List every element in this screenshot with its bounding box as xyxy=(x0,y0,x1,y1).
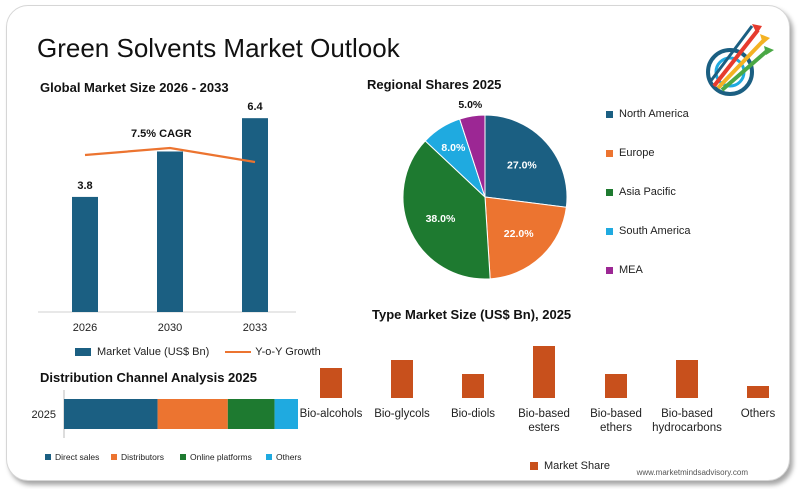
legend-swatch xyxy=(606,188,613,196)
x-tick-label: 2033 xyxy=(243,322,267,334)
pie-value-label: 27.0% xyxy=(507,159,537,171)
legend-swatch xyxy=(111,454,117,460)
pie-value-label: 38.0% xyxy=(426,213,456,225)
legend-label-yoy-growth: Y-o-Y Growth xyxy=(255,346,321,358)
legend-item-online-platforms: Online platforms xyxy=(180,452,252,462)
bar-value-label: 3.8 xyxy=(77,180,92,192)
legend-swatch xyxy=(266,454,272,460)
type-market-chart: Bio-alcohols Bio-glycols Bio-diols Bio-base… xyxy=(300,346,776,434)
bar-others xyxy=(747,386,769,398)
legend-item-others: Others xyxy=(266,452,302,462)
legend-label-market-value: Market Value (US$ Bn) xyxy=(97,346,210,358)
legend-label: MEA xyxy=(619,264,643,276)
legend-swatch xyxy=(606,110,613,118)
legend-label: Online platforms xyxy=(190,452,252,462)
segment-distributors xyxy=(157,399,228,429)
x-tick-label: Bio-based xyxy=(661,408,713,420)
x-tick-label: Bio-alcohols xyxy=(300,408,363,420)
x-tick-label: Bio-diols xyxy=(451,408,495,420)
bar-bio-diols xyxy=(462,374,484,398)
legend-swatch xyxy=(45,454,51,460)
y-tick-label: 2025 xyxy=(32,409,56,421)
legend-item-europe: Europe xyxy=(606,147,654,159)
yoy-growth-line xyxy=(84,146,256,164)
distribution-title: Distribution Channel Analysis 2025 xyxy=(40,370,257,385)
x-tick-label: Others xyxy=(741,408,776,420)
bar-2026 xyxy=(72,196,98,312)
market-size-chart: 3.8 2026 2030 6.4 2033 xyxy=(38,101,296,334)
market-size-legend: Market Value (US$ Bn) Y-o-Y Growth xyxy=(75,346,321,358)
legend-item-mea: MEA xyxy=(606,264,643,276)
bar-bio-based-esters xyxy=(533,346,555,398)
bar-2033 xyxy=(242,118,268,312)
type-market-title: Type Market Size (US$ Bn), 2025 xyxy=(372,307,572,322)
page-title: Green Solvents Market Outlook xyxy=(37,33,400,63)
segment-others xyxy=(274,399,298,429)
pie-slice-europe xyxy=(484,196,567,280)
segment-online-platforms xyxy=(227,399,275,429)
legend-item-asia-pacific: Asia Pacific xyxy=(606,186,676,198)
legend-swatch-market-value xyxy=(75,348,91,356)
legend-label-market-share: Market Share xyxy=(544,460,611,472)
bar-value-label: 6.4 xyxy=(247,101,263,113)
legend-item-south-america: South America xyxy=(606,225,691,237)
legend-item-distributors: Distributors xyxy=(111,452,164,462)
legend-swatch xyxy=(180,454,186,460)
x-tick-label: Bio-glycols xyxy=(374,408,430,420)
legend-item-direct-sales: Direct sales xyxy=(45,452,99,462)
x-tick-label: 2026 xyxy=(73,322,97,334)
distribution-chart: 2025 xyxy=(32,390,298,438)
legend-swatch-yoy-growth xyxy=(225,351,252,353)
x-tick-label: Bio-based xyxy=(518,408,570,420)
pie-value-label: 22.0% xyxy=(504,228,534,240)
legend-label: Distributors xyxy=(121,452,164,462)
pie-slice-north-america xyxy=(484,114,568,208)
legend-item-north-america: North America xyxy=(606,108,689,120)
x-tick-label: esters xyxy=(528,422,560,434)
legend-swatch-market-share xyxy=(530,462,538,470)
legend-label: North America xyxy=(619,108,689,120)
bar-bio-glycols xyxy=(391,360,413,398)
arrows-target-logo-icon xyxy=(706,24,774,96)
pie-slice-asia-pacific xyxy=(402,140,491,280)
segment-direct-sales xyxy=(64,399,158,429)
legend-label: Others xyxy=(276,452,302,462)
type-market-legend: Market Share xyxy=(530,460,610,472)
footer-url: www.marketmindsadvisory.com xyxy=(636,468,748,477)
legend-swatch xyxy=(606,266,613,274)
pie-value-label: 8.0% xyxy=(441,142,466,154)
x-tick-label: 2030 xyxy=(158,322,182,334)
regional-shares-title: Regional Shares 2025 xyxy=(367,77,502,92)
bar-2030 xyxy=(157,151,183,312)
bar-bio-based-ethers xyxy=(605,374,627,398)
bar-bio-based-hydrocarbons xyxy=(676,360,698,398)
legend-label: Europe xyxy=(619,147,655,159)
legend-label: Asia Pacific xyxy=(619,186,676,198)
pie-slice-mea xyxy=(459,114,486,198)
legend-label: Direct sales xyxy=(55,452,100,462)
x-tick-label: ethers xyxy=(600,422,632,434)
x-tick-label: Bio-based xyxy=(590,408,642,420)
x-tick-label: hydrocarbons xyxy=(652,422,722,434)
legend-swatch xyxy=(606,149,613,157)
regional-shares-pie: 27.0% 22.0% 38.0% 8.0% 5.0% xyxy=(402,99,568,280)
cagr-annotation: 7.5% CAGR xyxy=(131,128,192,140)
legend-label: South America xyxy=(619,225,691,237)
pie-value-label: 5.0% xyxy=(458,99,483,111)
legend-swatch xyxy=(606,227,613,235)
market-size-title: Global Market Size 2026 - 2033 xyxy=(40,80,229,95)
bar-bio-alcohols xyxy=(320,368,342,398)
